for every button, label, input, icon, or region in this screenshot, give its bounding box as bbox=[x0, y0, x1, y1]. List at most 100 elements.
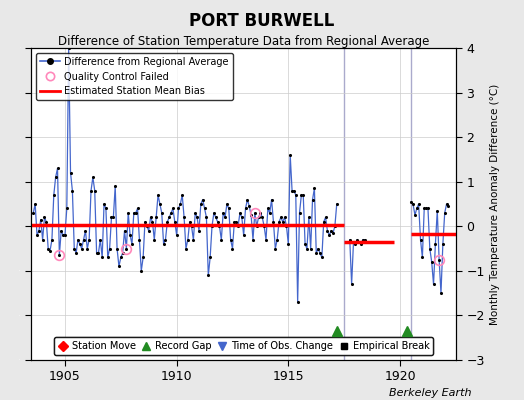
Point bbox=[42, 219, 50, 225]
Point bbox=[230, 219, 238, 225]
Point bbox=[243, 196, 252, 203]
Point bbox=[139, 254, 147, 261]
Point bbox=[100, 201, 108, 207]
Point bbox=[72, 250, 80, 256]
Point bbox=[256, 210, 265, 216]
Point bbox=[33, 232, 41, 238]
Point bbox=[78, 245, 86, 252]
Point bbox=[96, 236, 104, 243]
Point bbox=[320, 219, 328, 225]
Point bbox=[266, 210, 274, 216]
Point bbox=[253, 223, 261, 230]
Point bbox=[323, 228, 332, 234]
Point bbox=[74, 236, 82, 243]
Point bbox=[290, 188, 298, 194]
Point bbox=[345, 236, 354, 243]
Point bbox=[213, 219, 222, 225]
Point bbox=[267, 196, 276, 203]
Point bbox=[59, 232, 67, 238]
Point bbox=[411, 212, 419, 218]
Point bbox=[53, 165, 62, 172]
Point bbox=[31, 201, 39, 207]
Point bbox=[61, 232, 69, 238]
Point bbox=[428, 259, 436, 265]
Y-axis label: Monthly Temperature Anomaly Difference (°C): Monthly Temperature Anomaly Difference (… bbox=[490, 83, 500, 325]
Point bbox=[62, 205, 71, 212]
Point bbox=[182, 245, 190, 252]
Point bbox=[183, 236, 192, 243]
Point bbox=[35, 228, 43, 234]
Point bbox=[325, 232, 333, 238]
Point bbox=[89, 174, 97, 180]
Point bbox=[135, 236, 144, 243]
Point bbox=[107, 214, 116, 220]
Point bbox=[204, 272, 213, 278]
Point bbox=[208, 223, 216, 230]
Point bbox=[284, 241, 292, 247]
Point bbox=[239, 232, 248, 238]
Point bbox=[117, 254, 125, 261]
Point bbox=[245, 203, 254, 210]
Point bbox=[64, 45, 73, 51]
Point bbox=[409, 201, 417, 207]
Point bbox=[353, 236, 362, 243]
Point bbox=[191, 210, 200, 216]
Point bbox=[250, 210, 259, 216]
Point bbox=[444, 203, 453, 210]
Point bbox=[314, 245, 322, 252]
Point bbox=[129, 210, 138, 216]
Point bbox=[301, 241, 309, 247]
Point bbox=[46, 248, 54, 254]
Point bbox=[327, 228, 335, 234]
Point bbox=[193, 214, 201, 220]
Point bbox=[225, 205, 233, 212]
Point bbox=[318, 254, 326, 261]
Point bbox=[418, 254, 427, 261]
Point bbox=[304, 214, 313, 220]
Point bbox=[158, 210, 166, 216]
Point bbox=[417, 236, 425, 243]
Point bbox=[293, 299, 302, 305]
Point bbox=[111, 183, 119, 189]
Point bbox=[57, 228, 66, 234]
Point bbox=[264, 205, 272, 212]
Point bbox=[288, 188, 296, 194]
Point bbox=[134, 205, 142, 212]
Point bbox=[358, 236, 367, 243]
Point bbox=[128, 241, 136, 247]
Point bbox=[297, 192, 305, 198]
Point bbox=[215, 223, 224, 230]
Point bbox=[174, 205, 183, 212]
Point bbox=[355, 239, 363, 245]
Point bbox=[121, 228, 129, 234]
Point bbox=[172, 232, 181, 238]
Point bbox=[48, 236, 56, 243]
Point bbox=[303, 245, 311, 252]
Point bbox=[102, 205, 110, 212]
Point bbox=[118, 250, 127, 256]
Point bbox=[347, 281, 356, 288]
Point bbox=[29, 210, 38, 216]
Point bbox=[280, 214, 289, 220]
Point bbox=[124, 210, 133, 216]
Point bbox=[414, 201, 423, 207]
Point bbox=[189, 236, 198, 243]
Point bbox=[425, 245, 434, 252]
Point bbox=[169, 205, 177, 212]
Point bbox=[291, 192, 300, 198]
Point bbox=[351, 241, 359, 247]
Point bbox=[185, 219, 194, 225]
Point bbox=[299, 192, 308, 198]
Point bbox=[269, 219, 278, 225]
Point bbox=[234, 223, 242, 230]
Point bbox=[424, 205, 432, 212]
Point bbox=[200, 205, 209, 212]
Point bbox=[273, 236, 281, 243]
Point bbox=[70, 245, 79, 252]
Point bbox=[167, 210, 175, 216]
Point bbox=[329, 230, 337, 236]
Point bbox=[420, 205, 429, 212]
Point bbox=[206, 254, 214, 261]
Point bbox=[154, 192, 162, 198]
Point bbox=[277, 214, 285, 220]
